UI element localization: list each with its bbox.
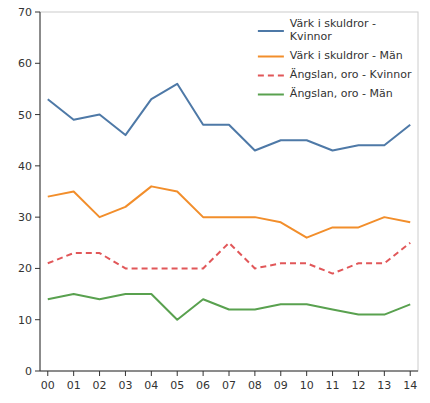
x-tick-label: 06 xyxy=(196,379,210,392)
legend-label-line: Ängslan, oro - Män xyxy=(290,87,393,100)
chart: 00 01 02 03 04 05 06 07 08 09 10 11 12 13 14 0 10 20 30 40 5… xyxy=(0,0,430,403)
y-tick-label: 30 xyxy=(18,211,32,224)
x-tick-label: 01 xyxy=(67,379,81,392)
y-tick xyxy=(35,268,40,269)
series-line xyxy=(48,84,410,151)
y-tick-label: 20 xyxy=(18,262,32,275)
x-tick xyxy=(99,371,100,376)
x-tick-label: 10 xyxy=(300,379,314,392)
legend-swatch xyxy=(258,75,284,77)
y-tick-label: 50 xyxy=(18,109,32,122)
x-tick-label: 09 xyxy=(274,379,288,392)
x-tick xyxy=(332,371,333,376)
x-tick xyxy=(410,371,411,376)
x-tick-label: 13 xyxy=(377,379,391,392)
legend-swatch xyxy=(258,94,284,96)
x-tick xyxy=(229,371,230,376)
y-tick xyxy=(35,114,40,115)
legend-label-line: Kvinnor xyxy=(290,30,332,43)
x-tick xyxy=(47,371,48,376)
x-tick xyxy=(125,371,126,376)
legend-swatch xyxy=(258,30,284,32)
legend-label-line: Ängslan, oro - Kvinnor xyxy=(290,68,412,81)
y-tick-label: 40 xyxy=(18,160,32,173)
y-tick xyxy=(35,319,40,320)
x-tick-label: 00 xyxy=(41,379,55,392)
x-tick-label: 14 xyxy=(403,379,417,392)
x-tick-label: 07 xyxy=(222,379,236,392)
x-tick xyxy=(280,371,281,376)
x-tick-label: 08 xyxy=(248,379,262,392)
legend-label-line: Värk i skuldror - xyxy=(290,17,376,30)
legend-label: Ängslan, oro - Kvinnor xyxy=(290,68,412,81)
legend-label: Värk i skuldror - Män xyxy=(290,49,403,62)
y-tick xyxy=(35,165,40,166)
series-group xyxy=(48,84,410,320)
x-tick xyxy=(203,371,204,376)
y-tick-label: 70 xyxy=(18,6,32,19)
y-tick-label: 60 xyxy=(18,57,32,70)
x-tick xyxy=(177,371,178,376)
y-tick-label: 10 xyxy=(18,314,32,327)
y-tick xyxy=(35,217,40,218)
legend-label-line: Värk i skuldror - Män xyxy=(290,49,403,62)
x-tick-label: 02 xyxy=(93,379,107,392)
legend-label: Värk i skuldror -Kvinnor xyxy=(290,17,376,43)
legend: Värk i skuldror -KvinnorVärk i skuldror … xyxy=(258,17,412,100)
plot-area xyxy=(40,12,418,371)
series-line xyxy=(48,186,410,237)
x-tick-label: 03 xyxy=(118,379,132,392)
y-tick xyxy=(35,371,40,372)
x-tick-label: 05 xyxy=(170,379,184,392)
series-line xyxy=(48,294,410,320)
x-tick xyxy=(151,371,152,376)
x-tick xyxy=(358,371,359,376)
series-line xyxy=(48,243,410,274)
x-tick xyxy=(254,371,255,376)
y-tick xyxy=(35,12,40,13)
y-tick xyxy=(35,63,40,64)
x-tick-label: 12 xyxy=(351,379,365,392)
x-tick-label: 04 xyxy=(144,379,158,392)
legend-label: Ängslan, oro - Män xyxy=(290,87,393,100)
x-tick xyxy=(306,371,307,376)
legend-swatch xyxy=(258,56,284,58)
y-tick-label: 0 xyxy=(25,365,32,378)
x-tick xyxy=(384,371,385,376)
x-tick-label: 11 xyxy=(326,379,340,392)
x-tick xyxy=(73,371,74,376)
y-axis-line xyxy=(40,12,41,371)
